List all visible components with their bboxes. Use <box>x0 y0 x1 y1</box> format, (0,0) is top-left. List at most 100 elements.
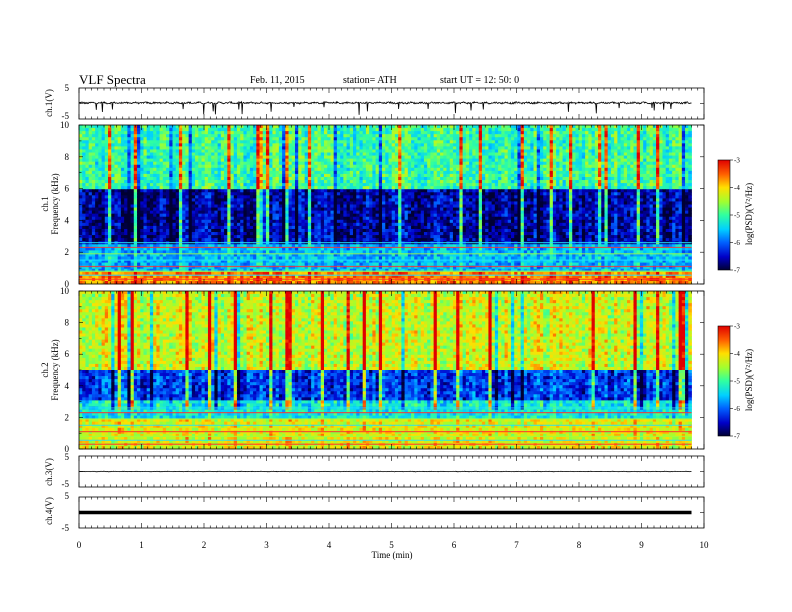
spectrogram-cell <box>588 152 592 156</box>
spectrogram-cell <box>227 170 231 175</box>
spectrogram-cell <box>411 158 415 163</box>
spectrogram-cell <box>304 195 309 199</box>
spectrogram-cell <box>188 189 193 193</box>
spectrogram-cell <box>166 143 170 147</box>
spectrogram-cell <box>365 186 370 190</box>
spectrogram-cell <box>656 146 660 150</box>
spectrogram-cell <box>101 173 106 178</box>
spectrogram-cell <box>330 125 335 129</box>
spectrogram-cell <box>104 186 109 190</box>
spectrogram-cell <box>117 131 122 135</box>
spectrogram-cell <box>95 195 99 199</box>
spectrogram-cell <box>124 189 128 193</box>
spectrogram-cell <box>672 176 676 181</box>
spectrogram-cell <box>385 125 389 129</box>
spectrogram-cell <box>652 149 657 153</box>
spectrogram-cell <box>382 134 386 138</box>
spectrogram-cell <box>665 183 670 187</box>
spectrogram-cell <box>630 180 634 184</box>
spectrogram-cell <box>304 192 309 196</box>
spectrogram-cell <box>149 131 154 135</box>
spectrogram-cell <box>104 183 109 187</box>
spectrogram-cell <box>427 131 431 135</box>
spectrogram-cell <box>249 158 254 163</box>
spectrogram-cell <box>565 164 570 169</box>
spectrogram-cell <box>604 125 609 129</box>
spectrogram-cell <box>575 131 580 135</box>
spectrogram-cell <box>88 125 93 129</box>
spectrogram-cell <box>204 173 209 178</box>
spectrogram-cell <box>517 152 522 156</box>
spectrogram-cell <box>601 173 605 178</box>
spectrogram-cell <box>610 161 615 166</box>
spectrogram-cell <box>607 164 612 169</box>
spectrogram-cell <box>556 164 560 169</box>
spectrogram-cell <box>465 173 470 178</box>
spectrogram-cell <box>162 176 167 181</box>
spectrogram-cell <box>639 143 644 147</box>
spectrogram-cell <box>253 149 257 153</box>
spectrogram-cell <box>536 140 541 144</box>
spectrogram-cell <box>536 167 541 172</box>
spectrogram-cell <box>101 140 106 144</box>
spectrogram-cell <box>688 195 692 199</box>
spectrogram-cell <box>166 170 170 175</box>
spectrogram-cell <box>217 143 222 147</box>
spectrogram-cell <box>633 137 638 141</box>
spectrogram-cell <box>549 134 554 138</box>
spectrogram-cell <box>149 176 154 181</box>
spectrogram-cell <box>543 149 547 153</box>
spectrogram-cell <box>230 180 235 184</box>
spectrogram-cell <box>162 180 167 184</box>
spectrogram-cell <box>581 180 586 184</box>
spectrogram-cell <box>536 176 541 181</box>
spectrogram-cell <box>307 170 312 175</box>
spectrogram-cell <box>659 155 663 160</box>
spectrogram-cell <box>124 195 128 199</box>
spectrogram-cell <box>617 128 621 132</box>
spectrogram-cell <box>510 180 515 184</box>
spectrogram-cell <box>530 164 534 169</box>
spectrogram-cell <box>195 152 199 156</box>
spectrogram-cell <box>291 176 296 181</box>
spectrogram-cell <box>527 149 531 153</box>
spectrogram-cell <box>140 189 144 193</box>
spectrogram-cell <box>414 195 418 199</box>
spectrogram-cell <box>301 164 306 169</box>
spectrogram-cell <box>246 161 251 166</box>
spectrogram-cell <box>369 186 373 190</box>
spectrogram-cell <box>549 180 554 184</box>
spectrogram-cell <box>166 137 170 141</box>
spectrogram-cell <box>294 131 299 135</box>
spectrogram-cell <box>320 189 325 193</box>
spectrogram-cell <box>652 167 657 172</box>
spectrogram-cell <box>317 140 322 144</box>
spectrogram-cell <box>559 134 563 138</box>
spectrogram-cell <box>178 146 183 150</box>
spectrogram-cell <box>443 180 447 184</box>
spectrogram-cell <box>398 137 402 141</box>
spectrogram-cell <box>494 183 499 187</box>
spectrogram-cell <box>130 167 135 172</box>
spectrogram-cell <box>378 125 383 129</box>
spectrogram-cell <box>591 164 596 169</box>
spectrogram-cell <box>288 125 293 129</box>
spectrogram-cell <box>356 198 360 202</box>
spectrogram-cell <box>172 155 177 160</box>
spectrogram-cell <box>259 167 264 172</box>
spectrogram-cell <box>95 158 99 163</box>
spectrogram-cell <box>282 176 286 181</box>
spectrogram-cell <box>578 183 583 187</box>
spectrogram-cell <box>304 198 309 202</box>
spectrogram-cell <box>301 195 306 199</box>
spectrogram-cell <box>137 176 141 181</box>
spectrogram-cell <box>262 198 267 202</box>
spectrogram-cell <box>336 186 341 190</box>
spectrogram-cell <box>533 180 538 184</box>
spectrogram-cell <box>507 140 512 144</box>
spectrogram-cell <box>588 180 592 184</box>
spectrogram-cell <box>472 161 476 166</box>
spectrogram-cell <box>146 198 151 202</box>
spectrogram-cell <box>559 176 563 181</box>
spectrogram-cell <box>172 134 177 138</box>
